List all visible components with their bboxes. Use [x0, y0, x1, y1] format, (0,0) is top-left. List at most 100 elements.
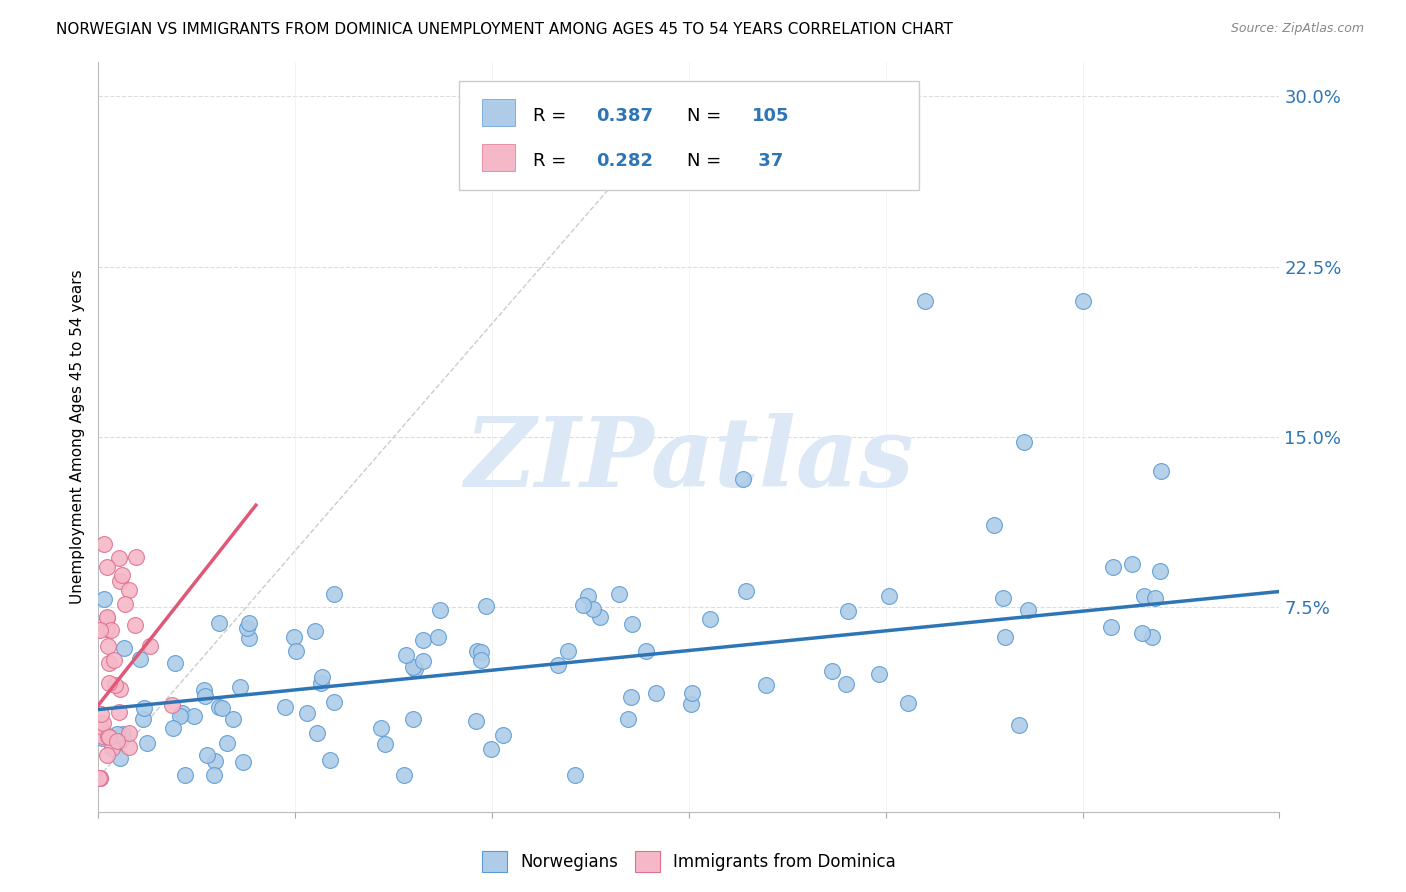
- Point: [118, 739, 141, 754]
- Point: [309, 675, 332, 690]
- Point: [1012, 434, 1035, 449]
- Point: [837, 604, 859, 618]
- Point: [128, 652, 150, 666]
- Point: [125, 549, 148, 564]
- Point: [96, 622, 118, 636]
- Point: [96, 611, 118, 625]
- Point: [222, 712, 245, 726]
- Point: [136, 736, 159, 750]
- Point: [305, 726, 328, 740]
- Point: [994, 631, 1017, 645]
- Point: [492, 729, 515, 743]
- Text: N =: N =: [686, 107, 727, 126]
- Point: [877, 589, 900, 603]
- Point: [395, 648, 418, 662]
- Text: 0.387: 0.387: [596, 107, 652, 126]
- Point: [394, 768, 416, 782]
- Point: [132, 712, 155, 726]
- Point: [208, 616, 231, 631]
- Point: [172, 706, 194, 720]
- Point: [1149, 564, 1171, 578]
- Point: [564, 768, 586, 782]
- Point: [124, 618, 146, 632]
- Point: [98, 675, 121, 690]
- Point: [571, 598, 593, 612]
- Point: [582, 602, 605, 616]
- Point: [402, 712, 425, 726]
- Point: [1099, 620, 1122, 634]
- Point: [90, 731, 112, 745]
- Point: [897, 697, 920, 711]
- Point: [1130, 625, 1153, 640]
- Point: [621, 617, 644, 632]
- Point: [322, 695, 344, 709]
- Point: [195, 748, 218, 763]
- Point: [679, 697, 702, 711]
- FancyBboxPatch shape: [482, 144, 516, 171]
- Point: [183, 709, 205, 723]
- Point: [132, 701, 155, 715]
- Point: [1121, 557, 1143, 571]
- Point: [108, 751, 131, 765]
- Point: [98, 730, 121, 744]
- Point: [470, 645, 492, 659]
- Point: [90, 706, 112, 721]
- Point: [1071, 293, 1094, 308]
- Text: R =: R =: [533, 107, 572, 126]
- Point: [620, 690, 643, 704]
- Point: [274, 700, 297, 714]
- Point: [91, 729, 114, 743]
- Point: [193, 682, 215, 697]
- Point: [103, 653, 125, 667]
- Point: [370, 721, 392, 735]
- Point: [474, 599, 496, 613]
- Point: [284, 644, 307, 658]
- Point: [96, 560, 118, 574]
- Point: [1133, 589, 1156, 603]
- Point: [304, 624, 326, 638]
- Point: [1143, 591, 1166, 605]
- Text: NORWEGIAN VS IMMIGRANTS FROM DOMINICA UNEMPLOYMENT AMONG AGES 45 TO 54 YEARS COR: NORWEGIAN VS IMMIGRANTS FROM DOMINICA UN…: [56, 22, 953, 37]
- Point: [97, 656, 120, 670]
- Point: [93, 537, 115, 551]
- Point: [1017, 603, 1039, 617]
- Point: [114, 597, 136, 611]
- Point: [111, 567, 134, 582]
- Text: 37: 37: [752, 153, 783, 170]
- Text: Source: ZipAtlas.com: Source: ZipAtlas.com: [1230, 22, 1364, 36]
- Y-axis label: Unemployment Among Ages 45 to 54 years: Unemployment Among Ages 45 to 54 years: [69, 269, 84, 605]
- Point: [162, 721, 184, 735]
- Point: [467, 643, 489, 657]
- FancyBboxPatch shape: [458, 81, 920, 190]
- Point: [194, 689, 217, 703]
- Point: [163, 656, 186, 670]
- Point: [914, 293, 936, 308]
- Point: [105, 726, 128, 740]
- Point: [118, 725, 141, 739]
- Point: [735, 583, 758, 598]
- Point: [323, 587, 346, 601]
- Text: R =: R =: [533, 153, 572, 170]
- Point: [111, 726, 134, 740]
- Point: [108, 734, 131, 748]
- Point: [644, 686, 666, 700]
- Point: [1007, 718, 1029, 732]
- Point: [1142, 630, 1164, 644]
- Point: [108, 551, 131, 566]
- Point: [479, 742, 502, 756]
- Point: [402, 659, 425, 673]
- Point: [160, 698, 183, 712]
- Text: 105: 105: [752, 107, 789, 126]
- Point: [87, 726, 110, 740]
- Point: [311, 670, 333, 684]
- FancyBboxPatch shape: [482, 99, 516, 126]
- Point: [91, 715, 114, 730]
- Point: [557, 643, 579, 657]
- Point: [617, 712, 640, 726]
- Point: [118, 582, 141, 597]
- Point: [215, 736, 238, 750]
- Point: [283, 630, 305, 644]
- Point: [89, 718, 111, 732]
- Point: [107, 705, 129, 719]
- Point: [470, 653, 492, 667]
